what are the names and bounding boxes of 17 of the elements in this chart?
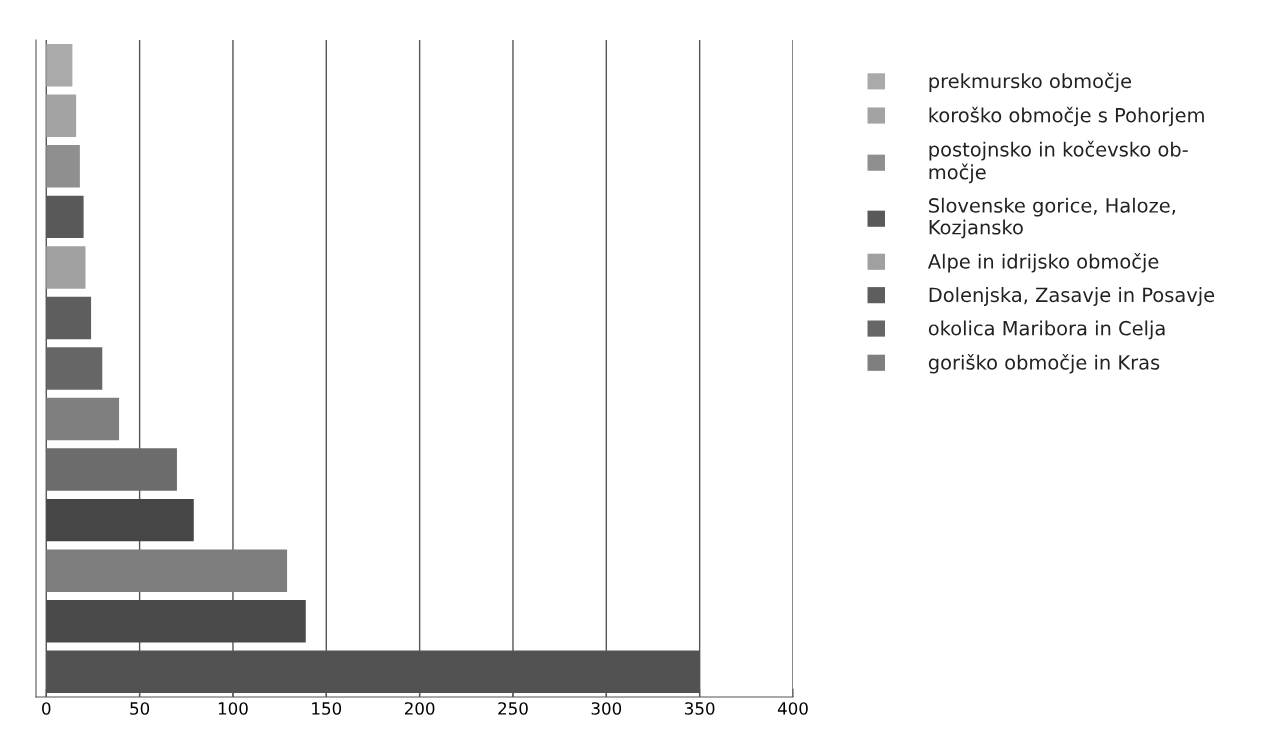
legend-label: koroško območje s Pohorjem <box>929 106 1204 127</box>
legend-label: prekmursko območje <box>929 72 1132 93</box>
x-tick-label: 100 <box>218 702 248 715</box>
x-tick-label: 150 <box>312 702 342 715</box>
x-tick-label: 400 <box>777 702 808 715</box>
x-tick-label: 200 <box>404 702 435 715</box>
legend-label: goriško območje in Kras <box>928 353 1160 374</box>
legend-label: Alpe in idrijsko območje <box>927 252 1159 273</box>
legend-label: postojnsko in kočevsko ob- močje <box>929 140 1188 184</box>
legend-label: Slovenske gorice, Haloze, Kozjansko <box>929 197 1175 239</box>
x-tick-label: 50 <box>130 702 150 715</box>
x-tick-label: 250 <box>498 702 528 715</box>
x-tick-label: 300 <box>591 702 622 715</box>
x-tick-label: 350 <box>685 702 715 715</box>
legend-label: okolica Maribora in Celja <box>928 320 1165 340</box>
legend-label: Dolenjska, Zasavje in Posavje <box>929 287 1215 306</box>
x-tick-label: 0 <box>42 702 51 715</box>
